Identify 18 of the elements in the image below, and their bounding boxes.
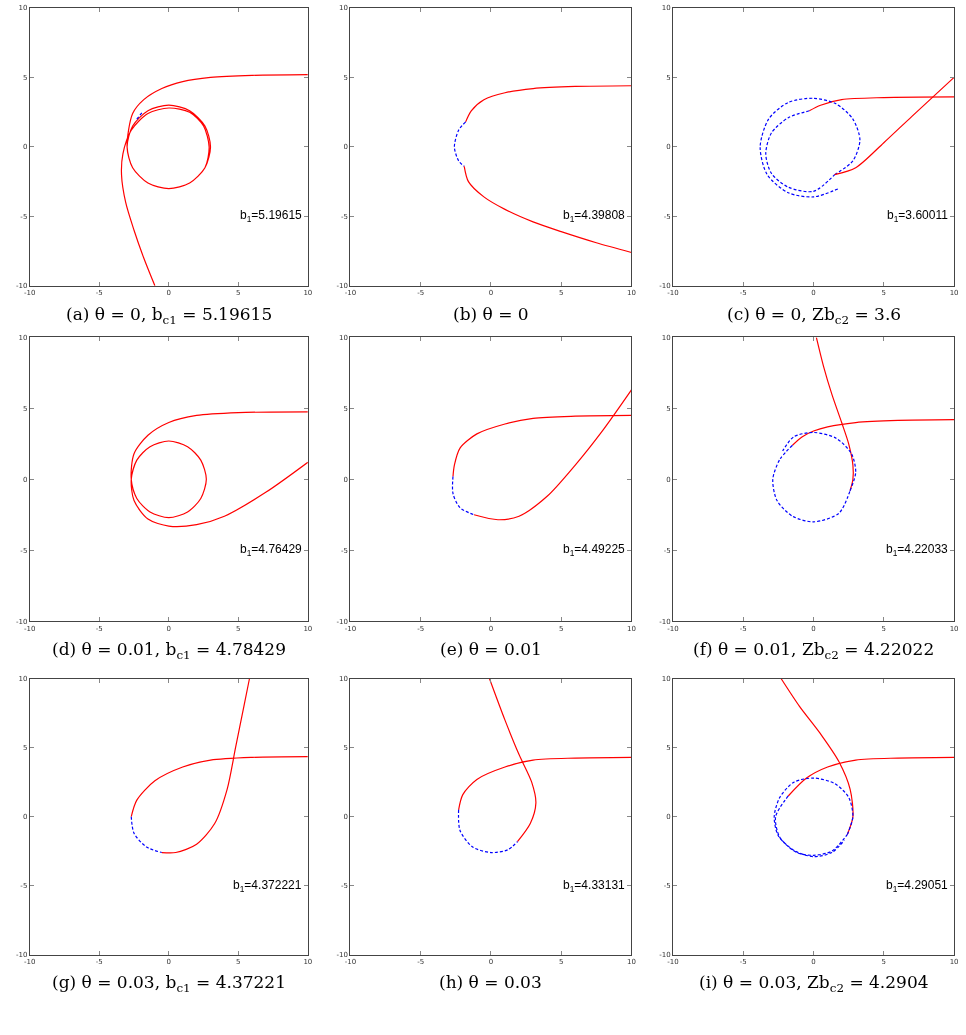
annotation: b$_{1}$=4.22033 bbox=[886, 542, 949, 558]
text: (b) θ = 0 bbox=[453, 304, 529, 324]
annotation: b$_{1}$=5.19615 bbox=[240, 208, 303, 224]
annotation: b$_{1}$=4.372221 bbox=[233, 878, 302, 894]
text: (h) θ = 0.03 bbox=[439, 972, 542, 992]
text: (a) θ = 0, b$_{c1}$ = 5.19615 bbox=[66, 304, 273, 327]
text: (f) θ = 0.01, Zb$_{c2}$ = 4.22022 bbox=[693, 639, 935, 662]
annotation: b$_{1}$=3.60011 bbox=[887, 208, 949, 224]
text: (g) θ = 0.03, b$_{c1}$ = 4.37221 bbox=[52, 972, 286, 995]
annotation: b$_{1}$=4.39808 bbox=[563, 208, 626, 224]
annotation: b$_{1}$=4.49225 bbox=[563, 542, 626, 558]
text: (d) θ = 0.01, b$_{c1}$ = 4.78429 bbox=[52, 639, 286, 662]
text: (e) θ = 0.01 bbox=[440, 639, 542, 659]
text: (i) θ = 0.03, Zb$_{c2}$ = 4.2904 bbox=[699, 972, 929, 995]
annotation: b$_{1}$=4.76429 bbox=[240, 542, 303, 558]
text: (c) θ = 0, Zb$_{c2}$ = 3.6 bbox=[727, 304, 902, 327]
annotation: b$_{1}$=4.33131 bbox=[563, 878, 626, 894]
annotation: b$_{1}$=4.29051 bbox=[886, 878, 949, 894]
